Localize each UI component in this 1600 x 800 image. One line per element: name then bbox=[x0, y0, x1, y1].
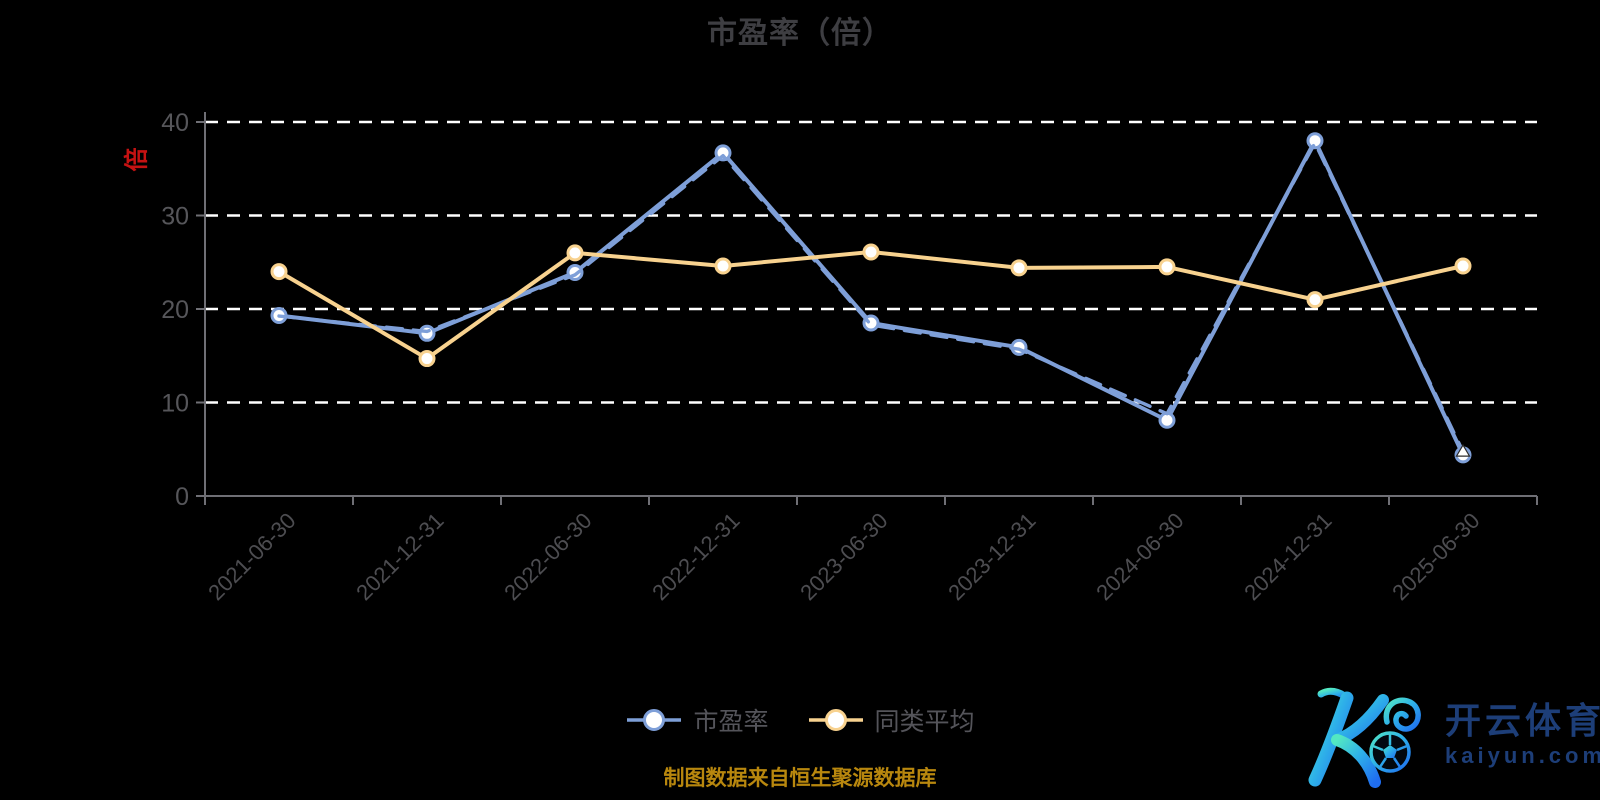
end-triangle-marker bbox=[1455, 443, 1471, 457]
pe-ratio-line-chart: 0 10 20 30 40 2021-06-30 2021-12-31 2022-06-30 2… bbox=[161, 109, 1538, 605]
series-line-1-市盈率 bbox=[277, 141, 1465, 454]
data-point-同类平均-2023-06-30[interactable] bbox=[862, 243, 880, 261]
data-point-同类平均-2022-06-30[interactable] bbox=[566, 244, 584, 262]
data-point-同类平均-2022-12-31[interactable] bbox=[714, 257, 732, 275]
x-axis-label-2023-06-30: 2023-06-30 bbox=[795, 508, 892, 605]
y-tick-label-40: 40 bbox=[161, 109, 189, 137]
y-tick-label-20: 20 bbox=[161, 296, 189, 324]
legend-circle-icon bbox=[643, 709, 666, 731]
x-axis-label-2024-12-31: 2024-12-31 bbox=[1239, 508, 1336, 605]
x-axis-label-2022-12-31: 2022-12-31 bbox=[647, 508, 744, 605]
data-point-同类平均-2025-06-30[interactable] bbox=[1454, 257, 1472, 275]
data-point-同类平均-2021-12-31[interactable] bbox=[418, 350, 436, 368]
data-point-市盈率-2024-12-31[interactable] bbox=[1306, 132, 1324, 150]
x-axis-label-2021-12-31: 2021-12-31 bbox=[351, 508, 448, 605]
kaiyun-watermark-link[interactable]: 开云体育 kaiyun.com bbox=[1293, 676, 1600, 794]
chart-title: 市盈率（倍） bbox=[707, 17, 893, 50]
y-tick-label-30: 30 bbox=[161, 203, 189, 231]
watermark-brand-text: 开云体育 bbox=[1445, 700, 1600, 741]
data-point-同类平均-2024-06-30[interactable] bbox=[1158, 258, 1176, 276]
x-axis-label-2024-06-30: 2024-06-30 bbox=[1091, 508, 1188, 605]
x-axis-label-2023-12-31: 2023-12-31 bbox=[943, 508, 1040, 605]
legend-item-peer-average[interactable]: 同类平均 bbox=[807, 702, 975, 738]
x-axis-label-2022-06-30: 2022-06-30 bbox=[499, 508, 596, 605]
legend-label-pe: 市盈率 bbox=[693, 708, 769, 736]
x-axis-label-2021-06-30: 2021-06-30 bbox=[203, 508, 300, 605]
watermark-domain-text: kaiyun.com bbox=[1445, 743, 1600, 768]
legend-circle-icon bbox=[824, 709, 847, 731]
legend-label-peer-average: 同类平均 bbox=[874, 708, 975, 736]
y-axis-unit-label: 倍 bbox=[123, 147, 151, 172]
data-point-市盈率-2021-12-31[interactable] bbox=[418, 324, 436, 342]
series-line-2-同类平均 bbox=[277, 249, 1465, 361]
x-axis-label-2025-06-30: 2025-06-30 bbox=[1387, 508, 1484, 605]
data-point-同类平均-2024-12-31[interactable] bbox=[1306, 291, 1324, 309]
data-point-同类平均-2021-06-30[interactable] bbox=[270, 263, 288, 281]
y-tick-label-0: 0 bbox=[175, 483, 189, 511]
data-source-caption: 制图数据来自恒生聚源数据库 bbox=[663, 767, 937, 790]
y-tick-label-10: 10 bbox=[161, 390, 189, 418]
pe-series-marker-icon bbox=[627, 709, 682, 731]
series-line-0-市盈率 bbox=[277, 138, 1465, 457]
data-point-同类平均-2023-12-31[interactable] bbox=[1010, 259, 1028, 277]
kaiyun-logo-icon bbox=[1308, 687, 1421, 788]
legend-item-pe[interactable]: 市盈率 bbox=[625, 702, 769, 738]
legend: 市盈率 同类平均 bbox=[0, 702, 1600, 738]
peer-average-series-marker-icon bbox=[808, 709, 863, 731]
